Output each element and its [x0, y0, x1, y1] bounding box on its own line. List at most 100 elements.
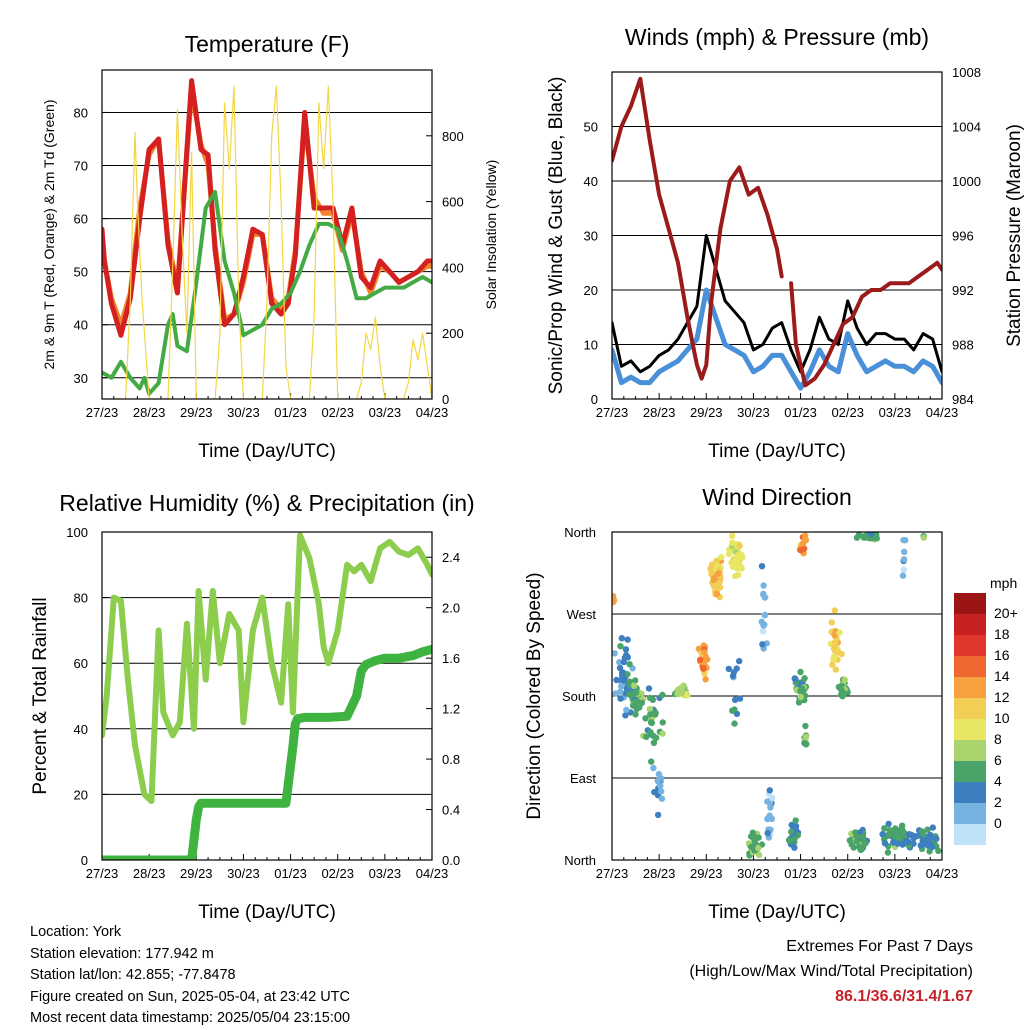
series-solar — [102, 85, 432, 399]
recent-timestamp: Most recent data timestamp: 2025/05/04 2… — [30, 1010, 351, 1026]
direction-point — [755, 851, 763, 859]
direction-point — [659, 719, 666, 726]
plot-frame — [101, 531, 433, 861]
direction-point — [924, 826, 931, 833]
direction-point — [764, 830, 771, 837]
y-tick-label: 40 — [74, 318, 88, 333]
direction-point — [709, 561, 716, 568]
direction-point — [622, 712, 629, 719]
x-tick-label: 04/23 — [926, 866, 959, 881]
x-tick-label: 27/23 — [86, 866, 119, 881]
direction-point — [624, 636, 631, 643]
direction-point — [729, 532, 736, 539]
legend-label: 12 — [994, 689, 1010, 705]
plot-area — [612, 76, 942, 391]
x-tick-label: 02/23 — [321, 866, 354, 881]
direction-point — [899, 841, 906, 848]
direction-point — [613, 676, 620, 684]
y-right-tick-label: 2.4 — [442, 550, 460, 565]
x-tick-label: 28/23 — [643, 866, 676, 881]
y-tick-label: 80 — [74, 105, 88, 120]
x-tick-label: 04/23 — [926, 405, 959, 420]
x-tick-label: 01/23 — [784, 866, 817, 881]
direction-point — [659, 730, 666, 737]
legend-swatch — [954, 635, 986, 656]
y-tick-label: 40 — [584, 174, 598, 189]
y-right-tick-label: 992 — [952, 283, 974, 298]
direction-point — [751, 836, 759, 843]
direction-point — [759, 641, 766, 648]
legend-label: 4 — [994, 773, 1002, 789]
direction-point — [835, 649, 842, 656]
y-tick-label: 0 — [81, 853, 88, 868]
series-precip — [102, 644, 432, 860]
x-tick-label: 29/23 — [180, 405, 213, 420]
legend-swatch — [954, 614, 986, 635]
direction-point — [617, 695, 624, 702]
direction-point — [885, 820, 892, 828]
direction-point — [651, 788, 658, 796]
legend-swatch — [954, 761, 986, 782]
direction-point — [862, 840, 869, 847]
panel-winds: Winds (mph) & Pressure (mb) 0 10 20 30 40 50 98… — [546, 24, 1024, 462]
direction-point — [758, 563, 766, 570]
direction-point — [761, 611, 769, 619]
direction-point — [797, 547, 804, 554]
direction-point — [616, 664, 624, 672]
direction-point — [736, 542, 743, 550]
y-right-tick-label: 0.4 — [442, 803, 460, 818]
plot-area — [102, 78, 432, 399]
x-tick-label: 01/23 — [274, 405, 307, 420]
direction-point — [899, 572, 907, 579]
direction-point — [906, 831, 913, 838]
extremes-title: Extremes For Past 7 Days — [786, 938, 973, 955]
direction-point — [618, 635, 625, 642]
x-tick-label: 01/23 — [784, 405, 817, 420]
direction-point — [801, 675, 808, 682]
direction-point — [841, 690, 848, 697]
y-right-tick-label: 1004 — [952, 120, 981, 135]
series-wind — [612, 287, 942, 391]
direction-point — [646, 706, 653, 713]
direction-point — [715, 570, 722, 577]
direction-point — [884, 849, 892, 856]
x-tick-label: 04/23 — [416, 866, 449, 881]
direction-point — [879, 831, 886, 838]
direction-point — [853, 833, 860, 840]
direction-point — [764, 815, 771, 822]
extremes-box: Extremes For Past 7 Days (High/Low/Max W… — [689, 934, 973, 1009]
station-latlon: Station lat/lon: 42.855; -77.8478 — [30, 967, 236, 983]
y-tick-label: 30 — [584, 229, 598, 244]
direction-point — [901, 548, 908, 555]
direction-point — [881, 840, 889, 847]
direction-point — [695, 645, 703, 652]
x-axis-label: Time (Day/UTC) — [198, 902, 336, 923]
x-axis-label: Time (Day/UTC) — [198, 441, 336, 462]
direction-point — [725, 550, 733, 558]
y-tick-label: 50 — [74, 265, 88, 280]
legend-label: 16 — [994, 647, 1010, 663]
direction-point — [881, 825, 888, 832]
y-tick-label: North — [564, 525, 596, 540]
direction-point — [867, 532, 875, 538]
y-tick-label: 40 — [74, 722, 88, 737]
direction-point — [624, 671, 631, 678]
direction-point — [658, 788, 665, 795]
direction-point — [697, 656, 704, 663]
direction-point — [612, 597, 618, 604]
y-right-tick-label: 2.0 — [442, 601, 460, 616]
x-tick-label: 30/23 — [227, 866, 260, 881]
series-pressure — [612, 76, 942, 388]
direction-point — [645, 685, 653, 692]
series-td — [102, 190, 432, 396]
direction-point — [832, 666, 839, 673]
y-tick-label: 60 — [74, 656, 88, 671]
direction-point — [701, 649, 708, 656]
panel-direction: Wind DirectionNorthEastSouthWestNorth27/… — [524, 484, 1018, 923]
direction-point — [700, 665, 707, 672]
x-tick-label: 28/23 — [133, 866, 166, 881]
x-tick-label: 02/23 — [831, 866, 864, 881]
y-tick-label: North — [564, 853, 596, 868]
direction-point — [920, 534, 927, 541]
